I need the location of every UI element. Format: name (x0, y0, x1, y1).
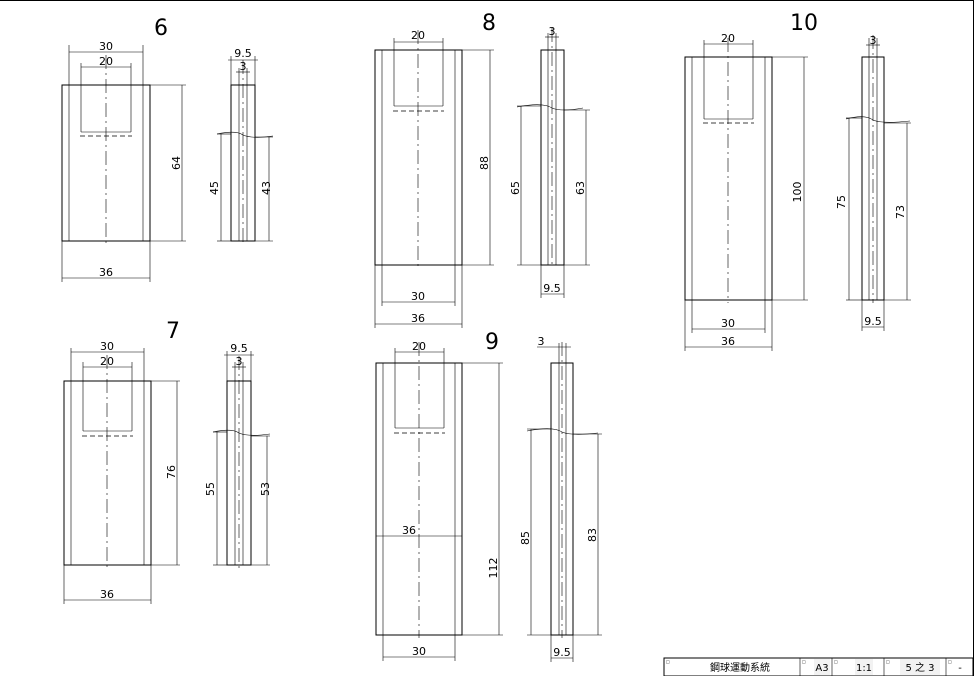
svg-text:□: □ (948, 659, 952, 664)
part-6-dim-thickness: 9.5 (234, 47, 252, 60)
part-8: 8 20 88 30 36 (374, 11, 590, 328)
part-9-dim-height: 112 (487, 558, 500, 579)
part-8-dim-slot-width: 20 (411, 29, 425, 42)
part-9-side-view (526, 342, 599, 638)
part-7-front-view (63, 355, 152, 568)
title-block-scale: 1:1 (856, 663, 872, 674)
part-8-front-dimensions: 20 88 30 36 (374, 29, 494, 328)
part-7-dim-width: 36 (100, 588, 114, 601)
part-10: 10 20 100 30 36 (684, 11, 911, 351)
part-6-side-view (216, 60, 274, 244)
part-10-front-view (684, 38, 773, 303)
part-9-dim-slot-width: 20 (412, 340, 426, 353)
part-7-dim-thickness: 9.5 (230, 342, 248, 355)
part-6-dim-slot-width: 20 (99, 55, 113, 68)
part-7-dim-right-height: 53 (259, 482, 272, 496)
part-7-dim-slot: 3 (236, 355, 243, 368)
part-10-dim-width: 36 (721, 335, 735, 348)
part-10-dim-thickness: 9.5 (864, 315, 882, 328)
svg-text:□: □ (886, 659, 890, 664)
part-9-front-view (375, 342, 463, 638)
svg-text:□: □ (666, 659, 670, 664)
part-8-dim-left-height: 65 (509, 181, 522, 195)
part-10-dim-inner-width: 30 (721, 317, 735, 330)
part-10-front-dimensions: 20 100 30 36 (684, 32, 808, 351)
part-8-dim-slot: 3 (549, 25, 556, 38)
part-9-front-dimensions: 20 36 112 30 (376, 340, 503, 661)
part-6-front-view (61, 55, 151, 244)
title-block-name: 鋼球運動系統 (710, 661, 770, 674)
part-7: 7 30 20 76 36 (63, 319, 272, 604)
part-8-dim-width: 36 (411, 312, 425, 325)
part-6-front-dimensions: 30 20 64 36 (61, 40, 186, 282)
part-7-front-dimensions: 30 20 76 36 (63, 340, 180, 604)
part-6-dim-width: 36 (99, 266, 113, 279)
part-8-dim-right-height: 63 (574, 181, 587, 195)
part-8-dim-inner-width: 30 (411, 290, 425, 303)
part-8-dim-thickness: 9.5 (543, 282, 561, 295)
part-9-side-dimensions: 3 85 83 9.5 (519, 335, 602, 662)
part-9-dim-left-height: 85 (519, 531, 532, 545)
part-9-dim-slot: 3 (538, 335, 545, 348)
part-7-dim-slot-width: 20 (100, 355, 114, 368)
part-6-dim-left-height: 45 (208, 181, 221, 195)
part-7-side-view (212, 356, 271, 568)
part-8-side-view (516, 28, 584, 268)
title-block-sheet: 5 之 3 (905, 661, 934, 674)
part-9: 9 20 36 112 30 (375, 330, 602, 662)
part-10-dim-right-height: 73 (894, 205, 907, 219)
part-7-number: 7 (166, 319, 180, 344)
part-6-dim-slot: 3 (240, 60, 247, 73)
part-6-number: 6 (154, 16, 168, 41)
part-7-side-dimensions: 9.5 3 55 53 (204, 342, 272, 566)
part-7-dim-top-width: 30 (100, 340, 114, 353)
part-8-side-dimensions: 3 65 63 9.5 (509, 25, 590, 298)
part-10-dim-slot: 3 (870, 34, 877, 47)
part-7-dim-height: 76 (165, 465, 178, 479)
part-8-number: 8 (482, 11, 496, 36)
title-block-revision: - (958, 663, 962, 674)
part-6: 6 30 20 64 36 (61, 16, 274, 282)
part-6-dim-height: 64 (170, 156, 183, 170)
part-9-dim-mid-width: 36 (402, 524, 416, 537)
part-9-dim-thickness: 9.5 (553, 646, 571, 659)
part-9-dim-right-height: 83 (586, 528, 599, 542)
part-6-dim-top-width: 30 (99, 40, 113, 53)
title-block: □ □ □ □ □ 鋼球運動系統 A3 1:1 5 之 3 - (663, 657, 974, 676)
part-8-front-view (374, 30, 463, 268)
part-9-number: 9 (485, 330, 499, 355)
part-10-side-dimensions: 3 75 73 9.5 (835, 34, 911, 331)
part-10-dim-slot-width: 20 (721, 32, 735, 45)
part-8-dim-height: 88 (478, 156, 491, 170)
part-10-dim-left-height: 75 (835, 195, 848, 209)
part-6-side-dimensions: 9.5 3 45 43 (208, 47, 273, 242)
part-9-dim-width: 30 (412, 645, 426, 658)
part-6-dim-right-height: 43 (260, 181, 273, 195)
part-7-dim-left-height: 55 (204, 482, 217, 496)
title-block-size: A3 (815, 663, 828, 674)
part-10-side-view (845, 35, 911, 303)
svg-text:□: □ (834, 659, 838, 664)
part-10-number: 10 (790, 11, 818, 36)
part-10-dim-height: 100 (791, 182, 804, 203)
svg-text:□: □ (802, 659, 806, 664)
